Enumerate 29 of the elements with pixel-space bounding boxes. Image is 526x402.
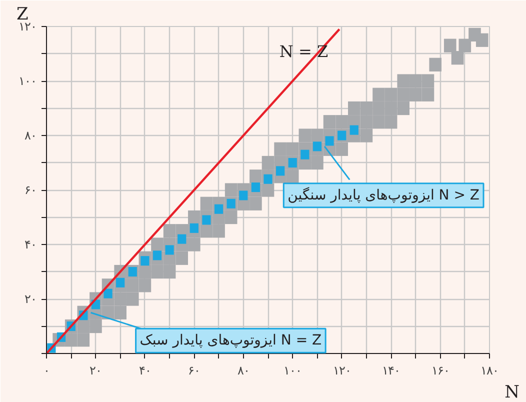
point xyxy=(276,166,285,176)
point xyxy=(239,190,248,200)
y-tick-label: ۴۰ xyxy=(24,238,36,252)
annotation: N = Z xyxy=(279,42,328,62)
point xyxy=(325,136,334,146)
x-tick-label: ۲۰ xyxy=(90,364,102,378)
y-tick-label: ۶۰ xyxy=(24,183,36,197)
x-tick-label: ۱۲۰ xyxy=(332,364,351,378)
point xyxy=(214,204,224,214)
x-tick-label: ۸۰ xyxy=(237,364,250,378)
point xyxy=(350,125,358,135)
x-tick-label: ۱۸۰ xyxy=(480,364,498,378)
x-tick-label: ۰ xyxy=(44,364,50,378)
y-tick-label: ۱۲۰ xyxy=(18,20,36,34)
x-tick-label: ۶۰ xyxy=(188,364,200,378)
x-axis-title: N xyxy=(504,382,520,402)
y-tick-label: ۸۰ xyxy=(24,128,36,142)
y-tick-label: ۱۰۰ xyxy=(18,74,36,88)
x-tick-label: ۱۰۰ xyxy=(284,364,302,378)
annotation: ایزوتوپ‌های پایدار سنگین N > Z xyxy=(288,186,480,204)
point xyxy=(300,150,310,160)
x-tick-label: ۱۴۰ xyxy=(382,364,400,378)
point xyxy=(178,234,186,244)
x-tick-label: ۴۰ xyxy=(138,364,151,378)
y-tick-label: ۲۰ xyxy=(24,292,36,306)
point xyxy=(104,288,112,298)
annotation: ایزوتوپ‌های پایدار سبک N = Z xyxy=(140,332,322,349)
x-tick-label: ۱۶۰ xyxy=(431,364,450,378)
point xyxy=(165,245,174,255)
